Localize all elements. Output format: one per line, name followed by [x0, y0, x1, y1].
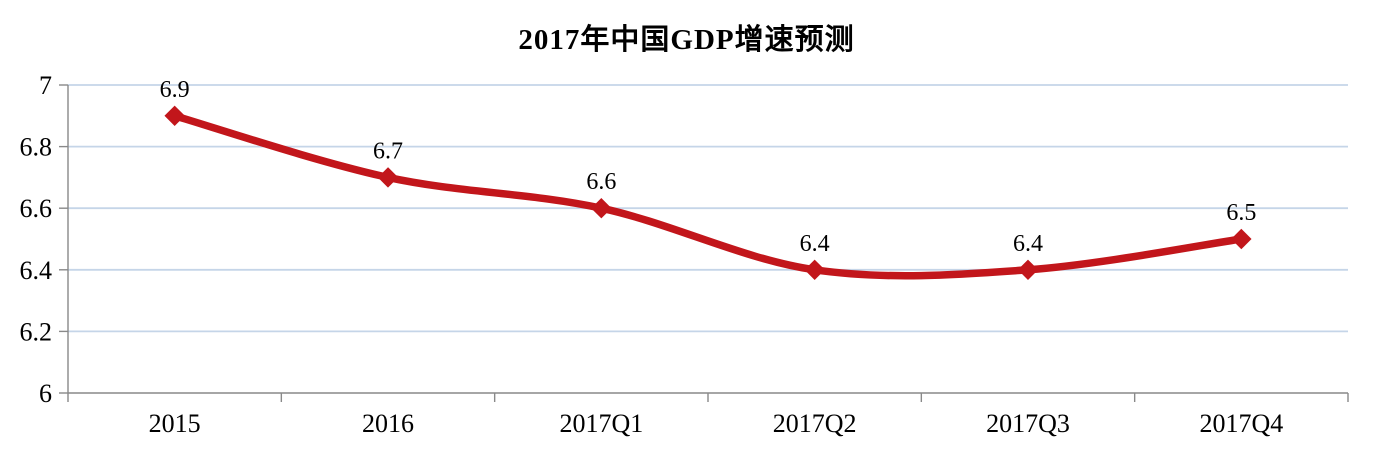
data-label: 6.9 [160, 77, 190, 103]
data-label: 6.6 [586, 169, 616, 195]
x-tick-label: 2017Q2 [773, 409, 857, 438]
data-point-marker [591, 197, 612, 219]
y-tick-label: 7 [39, 71, 52, 100]
x-tick-label: 2017Q3 [986, 409, 1070, 438]
data-point-marker [377, 167, 399, 188]
x-tick-label: 2016 [362, 409, 414, 438]
data-label: 6.4 [1013, 231, 1043, 257]
chart-title: 2017年中国GDP增速预测 [518, 24, 855, 56]
x-tick-label: 2017Q4 [1199, 409, 1283, 438]
data-label: 6.5 [1226, 200, 1256, 226]
y-tick-label: 6.4 [20, 256, 53, 285]
data-point-marker [164, 105, 185, 127]
y-tick-label: 6 [39, 379, 52, 408]
data-point-marker [1017, 259, 1039, 281]
data-label: 6.4 [800, 231, 830, 257]
series-line [170, 112, 1246, 280]
x-tick-label: 2017Q1 [559, 409, 643, 438]
x-tick-label: 2015 [149, 409, 201, 438]
data-point-marker [1231, 228, 1252, 250]
data-label: 6.7 [373, 138, 403, 164]
data-point-marker [804, 259, 825, 281]
y-tick-label: 6.2 [20, 317, 53, 346]
y-tick-label: 6.8 [20, 133, 53, 162]
y-tick-label: 6.6 [20, 194, 53, 223]
